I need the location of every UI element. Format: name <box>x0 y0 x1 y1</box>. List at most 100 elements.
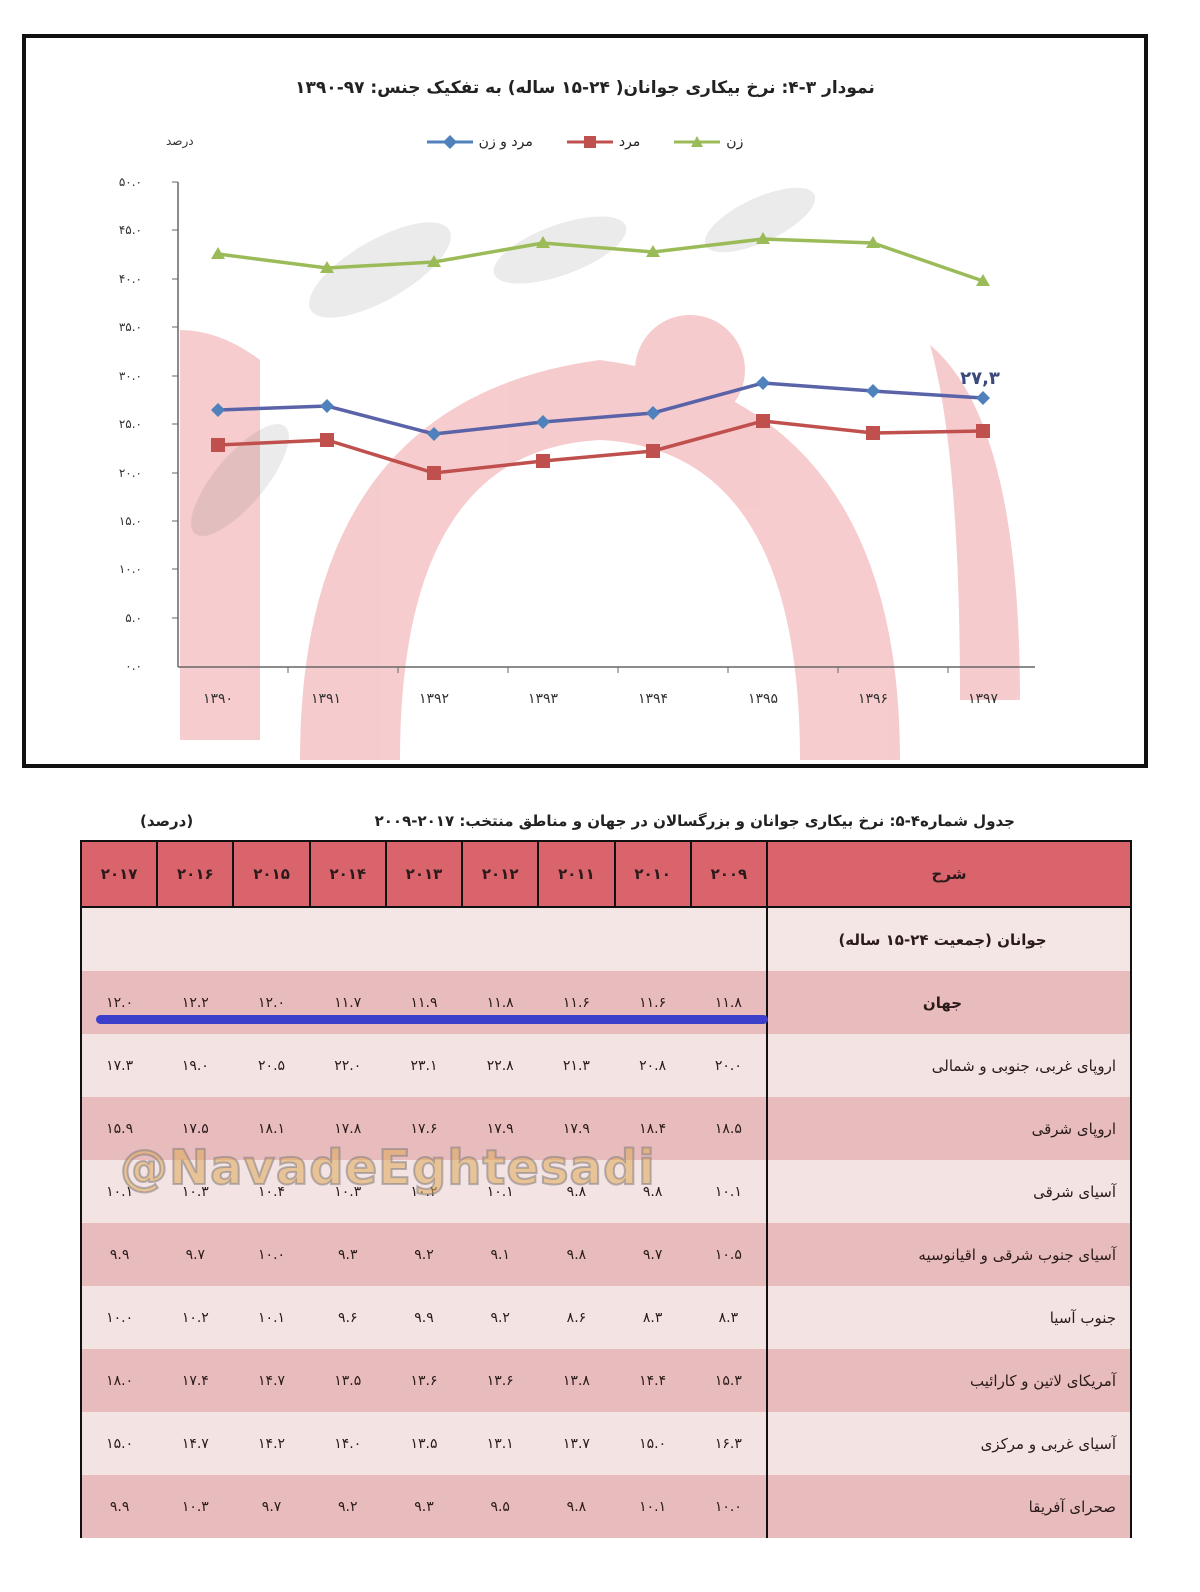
table-title-row: جدول شماره۴-۵: نرخ بیکاری جوانان و بزرگس… <box>80 812 1015 830</box>
table-cell: ۲۱.۳ <box>538 1034 615 1097</box>
table-cell: ۱۰.۰ <box>690 1475 767 1538</box>
legend-item-men: مرد <box>566 134 641 150</box>
row-label: جهان <box>766 971 1132 1034</box>
table-cell: ۱۷.۹ <box>538 1097 615 1160</box>
column-header-year: ۲۰۰۹ <box>689 840 769 908</box>
legend-label: مرد و زن <box>478 134 533 150</box>
column-header-description: شرح <box>766 840 1132 908</box>
table-cell: ۱۰.۳ <box>157 1475 234 1538</box>
table-row: ۱۰.۰ ۱۰.۲ ۱۰.۱ ۹.۶ ۹.۹ ۹.۲ ۸.۶ ۸.۳ ۸.۳ ج… <box>79 1286 1132 1349</box>
table-cell: ۹.۸ <box>538 1475 615 1538</box>
table-cell: ۱۷.۳ <box>79 1034 158 1097</box>
table-cell: ۲۰.۰ <box>690 1034 767 1097</box>
table-header-row: ۲۰۱۷ ۲۰۱۶ ۲۰۱۵ ۲۰۱۴ ۲۰۱۳ ۲۰۱۲ ۲۰۱۱ ۲۰۱۰ … <box>79 840 1132 908</box>
table-cell: ۲۲.۸ <box>462 1034 539 1097</box>
table-cell: ۱۵.۰ <box>79 1412 158 1475</box>
table-cell: ۹.۳ <box>309 1223 386 1286</box>
table-cell: ۹.۶ <box>309 1286 386 1349</box>
table-cell: ۱۵.۰ <box>614 1412 691 1475</box>
table-row: ۱۸.۰ ۱۷.۴ ۱۴.۷ ۱۳.۵ ۱۳.۶ ۱۳.۶ ۱۳.۸ ۱۴.۴ … <box>79 1349 1132 1412</box>
table-cell: ۹.۷ <box>614 1223 691 1286</box>
table-cell: ۱۵.۹ <box>79 1097 158 1160</box>
table-row: ۱۲.۰ ۱۲.۲ ۱۲.۰ ۱۱.۷ ۱۱.۹ ۱۱.۸ ۱۱.۶ ۱۱.۶ … <box>79 971 1132 1034</box>
row-label: آسیای شرقی <box>766 1160 1132 1223</box>
table-cell <box>690 907 767 971</box>
table-row: ۹.۹ ۹.۷ ۱۰.۰ ۹.۳ ۹.۲ ۹.۱ ۹.۸ ۹.۷ ۱۰.۵ آس… <box>79 1223 1132 1286</box>
table-row: ۱۷.۳ ۱۹.۰ ۲۰.۵ ۲۲.۰ ۲۳.۱ ۲۲.۸ ۲۱.۳ ۲۰.۸ … <box>79 1034 1132 1097</box>
column-header-year: ۲۰۱۵ <box>232 840 311 908</box>
row-label: صحرای آفریقا <box>766 1475 1132 1538</box>
table-cell: ۱۱.۹ <box>385 971 463 1034</box>
table-cell: ۱۰.۱ <box>233 1286 310 1349</box>
table-cell: ۹.۲ <box>309 1475 386 1538</box>
table-row: ۱۰.۱ ۱۰.۳ ۱۰.۴ ۱۰.۳ ۱۰.۲ ۱۰.۱ ۹.۸ ۹.۸ ۱۰… <box>79 1160 1132 1223</box>
table-cell: ۱۸.۵ <box>690 1097 767 1160</box>
table-cell: ۹.۲ <box>462 1286 539 1349</box>
table-cell: ۹.۱ <box>462 1223 539 1286</box>
table-cell: ۹.۹ <box>79 1223 158 1286</box>
table-cell: ۱۰.۴ <box>233 1160 310 1223</box>
highlight-underline <box>96 1015 768 1024</box>
table-cell: ۱۴.۴ <box>614 1349 691 1412</box>
column-header-year: ۲۰۱۰ <box>613 840 692 908</box>
table-cell: ۱۵.۳ <box>690 1349 767 1412</box>
table-cell: ۱۲.۰ <box>79 971 158 1034</box>
table-cell: ۱۹.۰ <box>157 1034 234 1097</box>
legend-item-total: مرد و زن <box>426 134 533 150</box>
table-cell: ۱۳.۶ <box>385 1349 463 1412</box>
table-cell <box>385 907 463 971</box>
table-cell: ۱۳.۷ <box>538 1412 615 1475</box>
column-header-year: ۲۰۱۲ <box>461 840 540 908</box>
table-cell: ۱۰.۱ <box>690 1160 767 1223</box>
table-cell: ۲۳.۱ <box>385 1034 463 1097</box>
row-label: آسیای غربی و مرکزی <box>766 1412 1132 1475</box>
table-cell: ۸.۳ <box>614 1286 691 1349</box>
table-cell: ۱۱.۸ <box>690 971 767 1034</box>
column-header-year: ۲۰۱۴ <box>308 840 387 908</box>
table-cell: ۱۰.۲ <box>157 1286 234 1349</box>
table-cell: ۱۳.۸ <box>538 1349 615 1412</box>
table-cell: ۱۷.۶ <box>385 1097 463 1160</box>
table-cell: ۹.۷ <box>233 1475 310 1538</box>
table-row: ۱۵.۹ ۱۷.۵ ۱۸.۱ ۱۷.۸ ۱۷.۶ ۱۷.۹ ۱۷.۹ ۱۸.۴ … <box>79 1097 1132 1160</box>
table-cell: ۱۴.۰ <box>309 1412 386 1475</box>
table-cell: ۱۰.۱ <box>79 1160 158 1223</box>
table-cell: ۱۳.۶ <box>462 1349 539 1412</box>
table-cell: ۹.۷ <box>157 1223 234 1286</box>
legend-label: زن <box>726 134 744 150</box>
chart-frame: نمودار ۳-۴: نرخ بیکاری جوانان( ۲۴-۱۵ سال… <box>22 34 1148 768</box>
table-cell: ۹.۸ <box>538 1223 615 1286</box>
table-title: جدول شماره۴-۵: نرخ بیکاری جوانان و بزرگس… <box>374 812 1015 830</box>
table-cell: ۹.۵ <box>462 1475 539 1538</box>
table-cell: ۹.۹ <box>79 1475 158 1538</box>
table-cell: ۱۰.۲ <box>385 1160 463 1223</box>
column-header-year: ۲۰۱۱ <box>537 840 616 908</box>
table-cell <box>614 907 691 971</box>
data-table: ۲۰۱۷ ۲۰۱۶ ۲۰۱۵ ۲۰۱۴ ۲۰۱۳ ۲۰۱۲ ۲۰۱۱ ۲۰۱۰ … <box>79 840 1132 1538</box>
row-label: جوانان (جمعیت ۲۴-۱۵ ساله) <box>766 907 1132 971</box>
table-cell: ۱۰.۱ <box>614 1475 691 1538</box>
table-cell: ۱۴.۲ <box>233 1412 310 1475</box>
table-cell: ۱۲.۰ <box>233 971 310 1034</box>
chart-legend: زن مرد مرد و زن <box>26 134 1144 150</box>
table-cell: ۱۷.۹ <box>462 1097 539 1160</box>
table-cell: ۱۱.۶ <box>614 971 691 1034</box>
table-cell: ۱۶.۳ <box>690 1412 767 1475</box>
table-cell: ۸.۶ <box>538 1286 615 1349</box>
legend-label: مرد <box>618 134 641 150</box>
table-cell: ۱۴.۷ <box>157 1412 234 1475</box>
table-cell: ۱۳.۵ <box>309 1349 386 1412</box>
table-cell: ۹.۸ <box>538 1160 615 1223</box>
row-label: آمریکای لاتین و کارائیب <box>766 1349 1132 1412</box>
table-cell: ۱۳.۵ <box>385 1412 463 1475</box>
table-cell <box>309 907 386 971</box>
table-cell: ۱۴.۷ <box>233 1349 310 1412</box>
table-cell: ۱۳.۱ <box>462 1412 539 1475</box>
table-cell: ۱۱.۷ <box>309 971 386 1034</box>
table-cell: ۱۸.۰ <box>79 1349 158 1412</box>
table-cell: ۹.۳ <box>385 1475 463 1538</box>
table-cell: ۲۲.۰ <box>309 1034 386 1097</box>
table-cell <box>538 907 615 971</box>
table-cell: ۱۰.۳ <box>309 1160 386 1223</box>
table-cell <box>79 907 158 971</box>
